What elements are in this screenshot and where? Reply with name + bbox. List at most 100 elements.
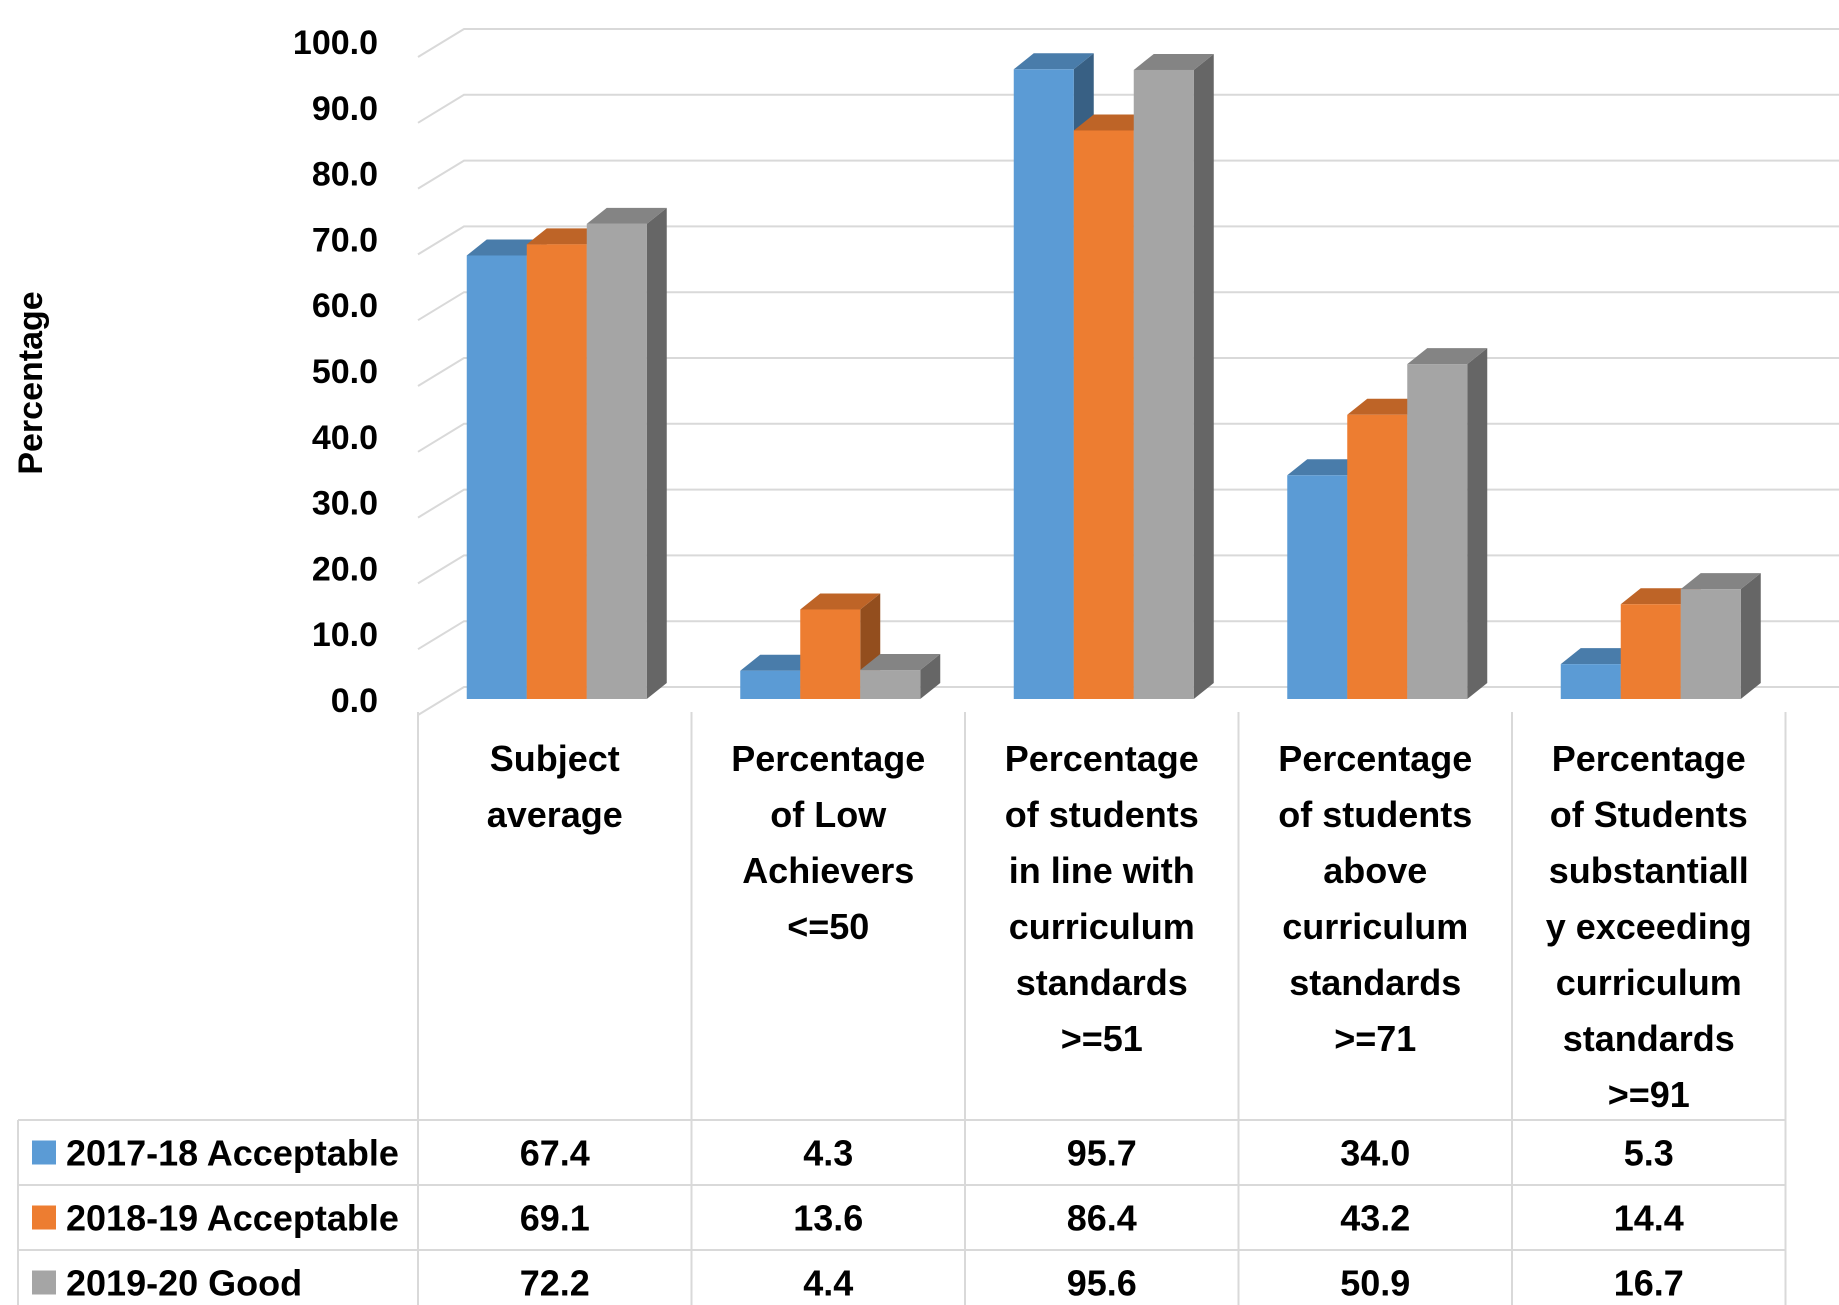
y-tick-label: 90.0 (312, 90, 378, 128)
category-label-line: curriculum (1009, 906, 1195, 947)
y-tick-label: 20.0 (312, 550, 378, 588)
bar-side (920, 654, 941, 699)
legend-label: 2018-19 Acceptable (66, 1198, 399, 1239)
category-label-line: Achievers (742, 850, 914, 891)
category-label-line: Percentage (1552, 738, 1746, 779)
data-table: Subject average Percentage of Low Achievers <… (17, 712, 1787, 1305)
bar-side (1740, 573, 1761, 699)
category-label-line: Percentage (1278, 738, 1472, 779)
gridlines (417, 28, 1839, 716)
legend-swatch (32, 1205, 56, 1230)
category-label-line: in line with (1009, 850, 1195, 891)
bar (1013, 69, 1074, 699)
category-label: Subject average (487, 738, 623, 835)
table-value: 95.6 (1067, 1263, 1137, 1304)
table-value: 50.9 (1340, 1263, 1410, 1304)
category-label-line: of Low (770, 794, 887, 835)
bar-top (1407, 348, 1488, 365)
y-axis-ticks: 0.0 10.0 20.0 30.0 40.0 50.0 60.0 70.0 80.0 90.0 1… (293, 24, 378, 720)
table-value: 43.2 (1340, 1198, 1410, 1239)
y-tick-label: 100.0 (293, 24, 378, 62)
category-label-line: Subject (490, 738, 620, 779)
bars (466, 53, 1761, 700)
bar (586, 223, 647, 699)
category-label-line: average (487, 794, 623, 835)
category-label-line: standards (1563, 1018, 1735, 1059)
category-label-line: standards (1289, 962, 1461, 1003)
table-value: 16.7 (1614, 1263, 1684, 1304)
y-tick-label: 60.0 (312, 287, 378, 325)
category-label-line: substantiall (1549, 850, 1749, 891)
category-label-line: curriculum (1282, 906, 1468, 947)
y-tick-label: 70.0 (312, 221, 378, 259)
legend-swatch (32, 1270, 56, 1295)
category-label-line: Percentage (731, 738, 925, 779)
bar-top (1680, 573, 1761, 590)
bar (860, 670, 921, 699)
table-value: 4.3 (803, 1133, 853, 1174)
bar (1347, 414, 1408, 699)
bar (1620, 604, 1681, 699)
category-label-line: curriculum (1556, 962, 1742, 1003)
category-label-line: Percentage (1005, 738, 1199, 779)
category-label: Percentage of students above curriculum stan… (1278, 738, 1472, 1059)
gridline (417, 291, 1839, 322)
category-label: Percentage of students in line with curricu… (1005, 738, 1199, 1059)
category-label: Percentage of Low Achievers <=50 (731, 738, 925, 947)
bar-top (800, 593, 881, 610)
bar-top (1013, 53, 1094, 70)
table-value: 13.6 (793, 1198, 863, 1239)
bar-side (1467, 348, 1488, 699)
bar (1287, 475, 1348, 699)
table-value: 4.4 (803, 1263, 853, 1304)
table-value: 69.1 (520, 1198, 590, 1239)
y-tick-label: 80.0 (312, 156, 378, 194)
table-value: 14.4 (1614, 1198, 1684, 1239)
y-tick-label: 0.0 (331, 682, 378, 720)
legend-label: 2019-20 Good (66, 1263, 302, 1304)
y-tick-label: 10.0 (312, 616, 378, 654)
category-label-line: y exceeding (1546, 906, 1752, 947)
gridline (417, 159, 1839, 190)
gridline (417, 93, 1839, 124)
table-value: 95.7 (1067, 1133, 1137, 1174)
legend-label: 2017-18 Acceptable (66, 1133, 399, 1174)
bar (466, 255, 527, 699)
table-value: 67.4 (520, 1133, 590, 1174)
gridline (417, 28, 1839, 58)
bar (740, 670, 801, 699)
category-label-line: >=51 (1061, 1018, 1143, 1059)
table-value: 34.0 (1340, 1133, 1410, 1174)
category-label-line: standards (1016, 962, 1188, 1003)
category-label-line: >=91 (1608, 1074, 1690, 1115)
legend-swatch (32, 1140, 56, 1165)
bar (1680, 589, 1741, 699)
y-tick-label: 50.0 (312, 353, 378, 391)
gridline (417, 357, 1839, 387)
y-axis-label: Percentage (12, 291, 50, 474)
bar-top (586, 207, 667, 224)
category-label-line: above (1323, 850, 1427, 891)
category-label-line: of Students (1550, 794, 1748, 835)
bar-side (1193, 53, 1214, 699)
bar-top (1133, 53, 1214, 70)
y-tick-label: 30.0 (312, 485, 378, 523)
bar-side (646, 207, 667, 699)
bar (800, 609, 861, 699)
bar (1073, 130, 1134, 699)
bar (1407, 364, 1468, 699)
category-label-line: of students (1278, 794, 1472, 835)
bar-top (860, 654, 941, 671)
bar (1133, 69, 1194, 699)
y-tick-label: 40.0 (312, 419, 378, 457)
category-label: Percentage of Students substantiall y excee… (1546, 738, 1752, 1115)
category-label-line: <=50 (787, 906, 869, 947)
category-label-line: of students (1005, 794, 1199, 835)
gridline (417, 225, 1839, 256)
category-label-line: >=71 (1334, 1018, 1416, 1059)
bar (1560, 664, 1621, 699)
table-value: 72.2 (520, 1263, 590, 1304)
bar (526, 244, 587, 699)
table-value: 86.4 (1067, 1198, 1137, 1239)
